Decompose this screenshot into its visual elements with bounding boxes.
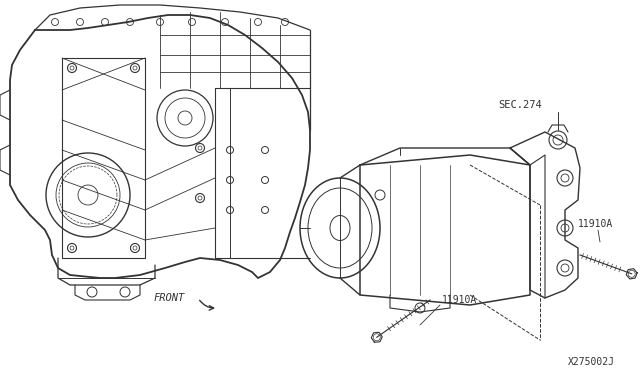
Circle shape [227, 206, 234, 214]
Text: X275002J: X275002J [568, 357, 615, 367]
Circle shape [557, 220, 573, 236]
Text: 11910A: 11910A [442, 295, 477, 305]
Circle shape [127, 19, 134, 26]
Circle shape [77, 19, 83, 26]
Circle shape [262, 147, 269, 154]
Circle shape [189, 19, 195, 26]
Text: SEC.274: SEC.274 [498, 100, 542, 110]
Text: 11910A: 11910A [578, 219, 613, 229]
Circle shape [375, 190, 385, 200]
Circle shape [282, 19, 289, 26]
Circle shape [195, 193, 205, 202]
Circle shape [227, 147, 234, 154]
Circle shape [262, 176, 269, 183]
Circle shape [87, 287, 97, 297]
Circle shape [51, 19, 58, 26]
Circle shape [67, 244, 77, 253]
Circle shape [262, 206, 269, 214]
Circle shape [102, 19, 109, 26]
Circle shape [120, 287, 130, 297]
Circle shape [415, 303, 425, 313]
Circle shape [255, 19, 262, 26]
Circle shape [557, 170, 573, 186]
Circle shape [549, 131, 567, 149]
Circle shape [221, 19, 228, 26]
Circle shape [195, 144, 205, 153]
Text: FRONT: FRONT [154, 293, 185, 303]
Circle shape [67, 64, 77, 73]
Circle shape [157, 19, 163, 26]
Circle shape [131, 64, 140, 73]
Circle shape [131, 244, 140, 253]
Circle shape [557, 260, 573, 276]
Circle shape [227, 176, 234, 183]
